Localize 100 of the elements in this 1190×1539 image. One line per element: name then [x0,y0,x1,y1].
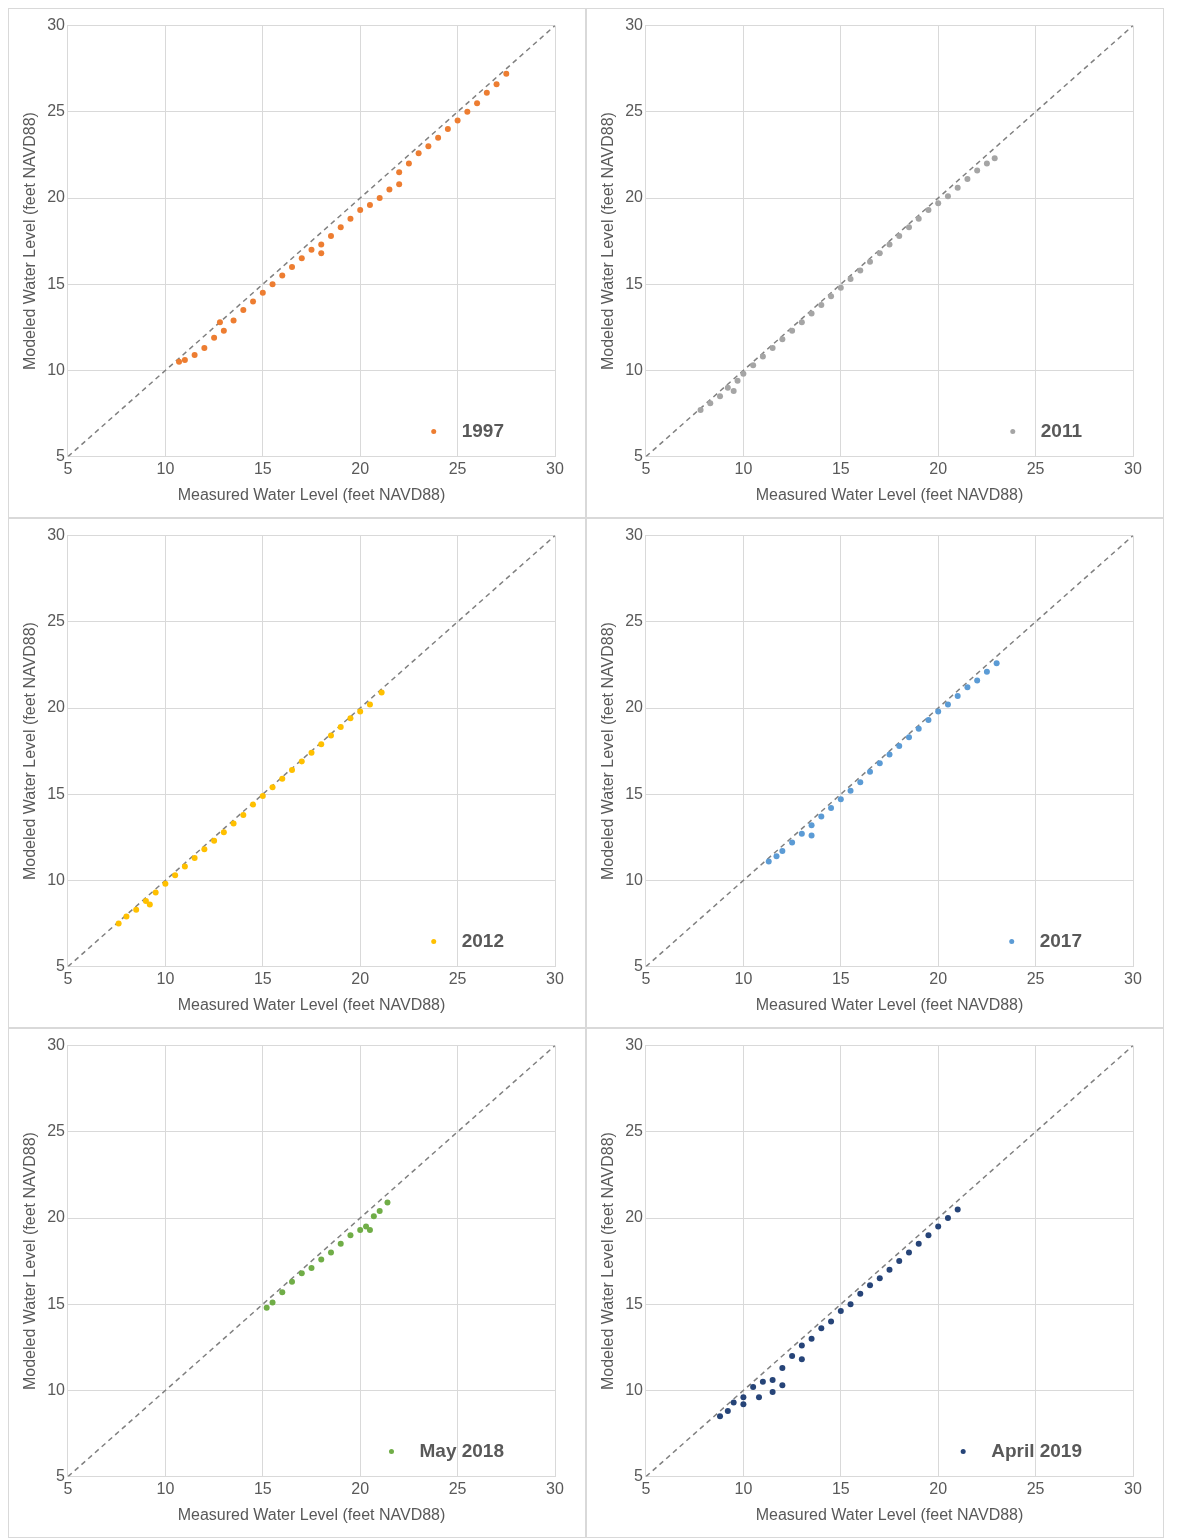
x-tick-label: 10 [734,459,753,477]
point [357,207,364,214]
point [279,272,286,279]
y-tick-label: 30 [625,16,644,34]
point [915,1240,922,1247]
point [697,407,704,414]
x-tick-label: 20 [929,969,948,987]
point [230,317,237,324]
point [707,400,714,407]
text: May 2018 [419,1439,505,1461]
point [847,787,854,794]
point [386,186,393,193]
point [779,1382,786,1389]
point [759,1378,766,1385]
y-tick-label: 20 [625,188,644,206]
text: 2017 [1039,929,1083,951]
x-axis-title: Measured Water Level (feet NAVD88) [755,1505,1024,1523]
point [769,1389,776,1396]
x-tick-label: 30 [546,1479,564,1497]
point [798,319,805,326]
point [896,1258,903,1265]
point [773,853,780,860]
point [493,81,500,88]
point [983,160,990,167]
point [954,184,961,191]
point [269,1299,276,1306]
x-tick-label: 15 [831,459,850,477]
y-tick-label: 20 [47,1208,66,1226]
point [444,126,451,133]
point [867,768,874,775]
x-tick-label: 15 [253,969,272,987]
point [133,906,140,913]
point [474,100,481,107]
point [250,298,257,305]
point [828,804,835,811]
point [289,1278,296,1285]
point [308,246,315,253]
point [327,732,334,739]
point [886,751,893,758]
point [798,830,805,837]
y-axis-title: Modeled Water Level (feet NAVD88) [21,112,39,371]
point [269,784,276,791]
y-tick-label: 25 [47,612,66,630]
x-tick-label: 20 [351,1479,370,1497]
x-tick-label: 30 [546,969,564,987]
point [798,1356,805,1363]
point [347,1232,354,1239]
point [211,334,218,341]
point [896,232,903,239]
point [269,281,276,288]
point [366,701,373,708]
point [318,241,325,248]
point [201,846,208,853]
point [357,1227,364,1234]
point [201,344,208,351]
y-tick-label: 15 [625,274,644,292]
point [405,160,412,167]
x-tick-label: 10 [734,969,753,987]
x-axis-title: Measured Water Level (feet NAVD88) [755,485,1024,503]
point [220,829,227,836]
point [298,255,305,262]
point [954,1206,961,1213]
point [867,1282,874,1289]
x-axis-title: Measured Water Level (feet NAVD88) [177,995,446,1013]
x-tick-label: 15 [253,1479,272,1497]
point [724,1408,731,1415]
point [964,176,971,183]
point [318,1256,325,1263]
point [974,167,981,174]
y-tick-label: 10 [47,1380,66,1398]
x-tick-label: 20 [929,1479,948,1497]
point [220,327,227,334]
x-tick-label: 10 [156,1479,175,1497]
point [279,775,286,782]
point [847,276,854,283]
x-tick-label: 20 [351,459,370,477]
y-tick-label: 20 [625,698,644,716]
y-tick-label: 25 [625,102,644,120]
point [454,117,461,124]
point [730,1399,737,1406]
point [240,307,247,314]
point [935,1223,942,1230]
x-tick-label: 15 [831,1479,850,1497]
point [905,734,912,741]
point [308,749,315,756]
point [250,801,257,808]
point [734,377,741,384]
point [779,336,786,343]
x-tick-label: 25 [1026,1479,1045,1497]
x-tick-label: 25 [448,1479,467,1497]
point [376,195,383,201]
point [837,796,844,803]
x-tick-label: 30 [1124,459,1142,477]
point [211,837,218,844]
point [347,215,354,222]
point [837,1308,844,1315]
point [740,1401,747,1408]
point [925,1232,932,1239]
point [944,193,951,200]
y-axis-title: Modeled Water Level (feet NAVD88) [599,622,617,881]
